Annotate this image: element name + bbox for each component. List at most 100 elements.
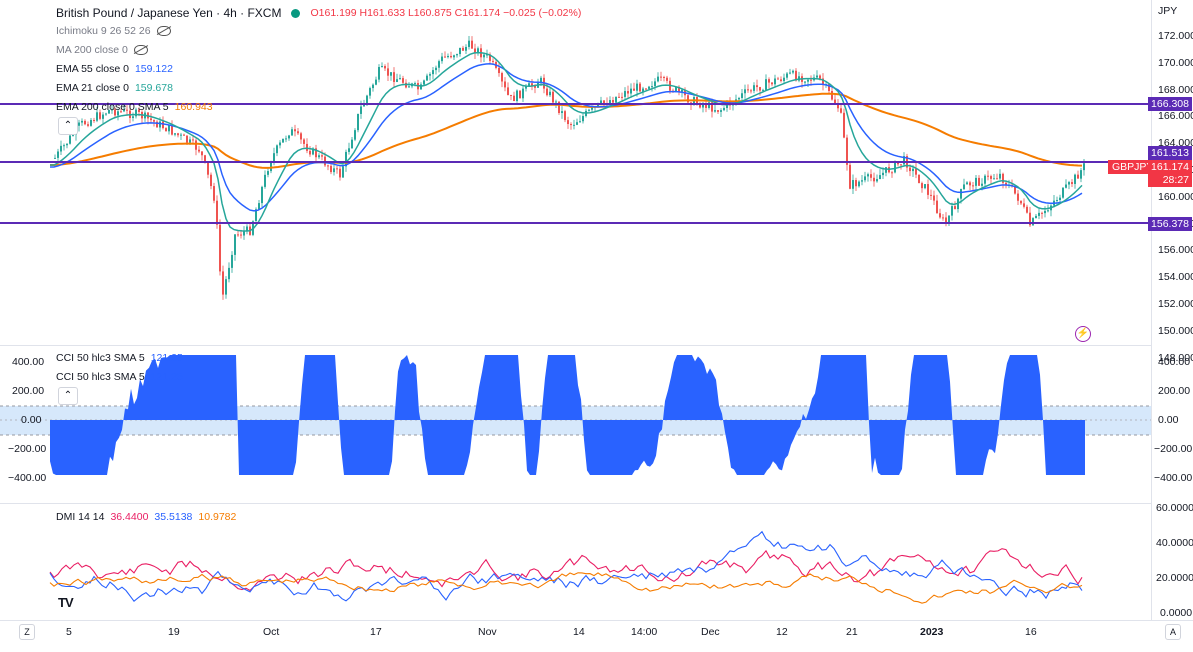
time-axis-label: Nov: [478, 626, 497, 638]
collapse-cci-button[interactable]: ⌃: [58, 387, 78, 405]
lightning-icon[interactable]: ⚡: [1075, 326, 1091, 342]
candle-body: [99, 112, 101, 119]
indicator-ema55[interactable]: EMA 55 close 0 159.122: [56, 63, 173, 75]
candle-body: [750, 90, 752, 92]
dmi-legend[interactable]: DMI 14 14 36.4400 35.5138 10.9782: [56, 511, 236, 523]
candle-body: [345, 151, 347, 167]
candle-body: [645, 88, 647, 90]
time-axis-label: 14: [573, 626, 585, 638]
candle-body: [1035, 215, 1037, 219]
cci-right-axis-label: 400.00: [1158, 356, 1191, 368]
price-axis-label: 156.000: [1158, 244, 1193, 257]
candle-body: [657, 76, 659, 82]
candle-body: [840, 108, 842, 113]
candle-body: [93, 119, 95, 121]
candle-body: [291, 129, 293, 136]
dmi-plus-value: 36.4400: [110, 511, 149, 523]
candle-body: [900, 164, 902, 166]
candle-body: [579, 121, 581, 123]
candle-body: [318, 155, 320, 158]
candle-body: [1041, 212, 1043, 214]
candle-body: [1029, 212, 1031, 226]
price-axis-label: 160.000: [1158, 190, 1193, 203]
hidden-eye-icon[interactable]: [133, 45, 148, 55]
pane-separator[interactable]: [0, 503, 1151, 504]
candle-body: [1038, 212, 1040, 216]
price-axis-label: 170.000: [1158, 56, 1193, 69]
candle-body: [702, 104, 704, 108]
candle-body: [255, 209, 257, 222]
currency-label: JPY: [1158, 5, 1178, 17]
candle-body: [717, 110, 719, 112]
candle-body: [954, 206, 956, 210]
candle-body: [516, 90, 518, 102]
auto-scale-button[interactable]: A: [1165, 624, 1181, 640]
candle-body: [999, 173, 1001, 179]
candle-body: [843, 112, 845, 138]
candle-body: [1005, 182, 1007, 186]
candle-body: [654, 81, 656, 87]
indicator-label: EMA 55 close 0: [56, 63, 129, 75]
candle-body: [324, 156, 326, 166]
time-axis-label: 21: [846, 626, 858, 638]
candle-body: [789, 72, 791, 74]
cci-legend-1[interactable]: CCI 50 hlc3 SMA 5 121.25: [56, 352, 183, 364]
candle-body: [705, 104, 707, 108]
candle-body: [951, 206, 953, 216]
candle-body: [753, 85, 755, 91]
tradingview-logo-icon[interactable]: TV: [58, 595, 74, 610]
candle-body: [552, 91, 554, 103]
candle-body: [525, 85, 527, 89]
dmi-axis-label: 0.0000: [1160, 607, 1193, 619]
candle-body: [615, 96, 617, 103]
indicator-ichimoku[interactable]: Ichimoku 9 26 52 26: [56, 25, 171, 37]
candle-body: [768, 79, 770, 83]
symbol-title: British Pound / Japanese Yen · 4h · FXCM: [56, 6, 282, 20]
cci-legend-2[interactable]: CCI 50 hlc3 SMA 5 121.25: [56, 371, 183, 383]
candle-body: [459, 47, 461, 55]
candle-body: [774, 78, 776, 85]
candle-body: [822, 78, 824, 85]
indicator-ema21[interactable]: EMA 21 close 0 159.678: [56, 82, 173, 94]
candle-body: [1059, 197, 1061, 201]
indicator-ema200[interactable]: EMA 200 close 0 SMA 5 160.943: [56, 101, 213, 113]
indicator-label: Ichimoku 9 26 52 26: [56, 25, 151, 37]
candle-body: [831, 90, 833, 100]
candle-body: [240, 234, 242, 236]
candle-body: [549, 91, 551, 96]
indicator-ma200[interactable]: MA 200 close 0: [56, 44, 148, 56]
candle-body: [342, 166, 344, 178]
candle-body: [945, 217, 947, 224]
indicator-value: 121.25: [150, 352, 183, 364]
candle-body: [420, 84, 422, 90]
ohlc-values: O161.199 H161.633 L160.875 C161.174 −0.0…: [310, 7, 582, 19]
zoom-button[interactable]: Z: [19, 624, 35, 640]
candle-body: [795, 70, 797, 81]
candle-body: [855, 180, 857, 187]
candle-body: [915, 168, 917, 175]
candle-body: [1065, 184, 1067, 188]
candle-body: [720, 110, 722, 112]
candle-body: [444, 56, 446, 58]
collapse-legend-button[interactable]: ⌃: [58, 117, 78, 135]
candle-body: [663, 77, 665, 79]
candle-body: [1056, 200, 1058, 202]
candle-body: [798, 76, 800, 81]
candle-body: [771, 82, 773, 85]
candle-body: [432, 70, 434, 75]
candle-body: [105, 113, 107, 115]
candle-body: [711, 102, 713, 112]
candle-body: [60, 145, 62, 152]
candle-body: [399, 78, 401, 80]
candle-body: [408, 86, 410, 88]
candle-body: [576, 122, 578, 125]
candle-body: [1083, 163, 1085, 171]
symbol-legend[interactable]: British Pound / Japanese Yen · 4h · FXCM…: [56, 6, 581, 20]
hidden-eye-icon[interactable]: [156, 26, 171, 36]
pane-separator[interactable]: [0, 345, 1151, 346]
candle-body: [522, 88, 524, 99]
candle-body: [261, 186, 263, 204]
candle-body: [540, 77, 542, 83]
candle-body: [108, 110, 110, 114]
